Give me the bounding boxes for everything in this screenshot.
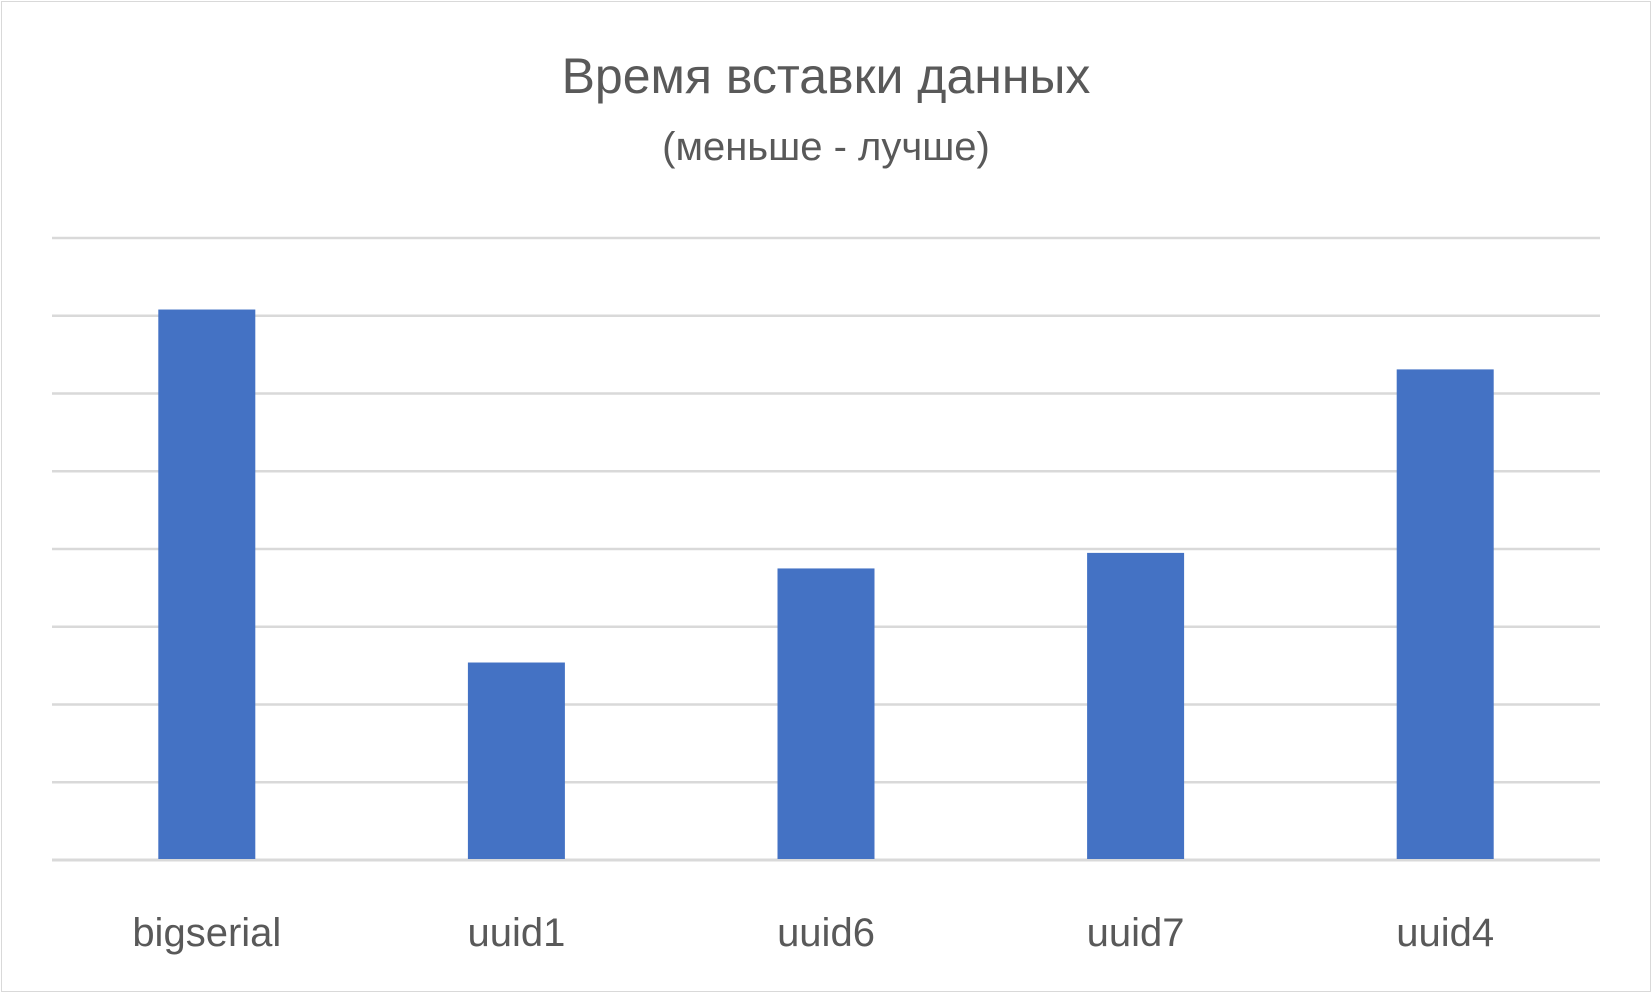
chart-title: Время вставки данных (561, 48, 1091, 104)
x-tick-label: bigserial (132, 911, 281, 955)
chart-subtitle: (меньше - лучше) (662, 125, 990, 169)
x-tick-label: uuid4 (1396, 911, 1494, 955)
bar-bigserial (158, 309, 256, 859)
x-tick-label: uuid7 (1087, 911, 1185, 955)
x-tick-label: uuid6 (777, 911, 875, 955)
bar-uuid7 (1087, 552, 1185, 859)
x-tick-label: uuid1 (467, 911, 565, 955)
bars (158, 309, 1494, 859)
bar-uuid4 (1396, 369, 1494, 859)
bar-uuid6 (777, 568, 875, 859)
bar-uuid1 (467, 662, 565, 859)
x-axis-labels: bigserial uuid1 uuid6 uuid7 uuid4 (132, 911, 1494, 955)
